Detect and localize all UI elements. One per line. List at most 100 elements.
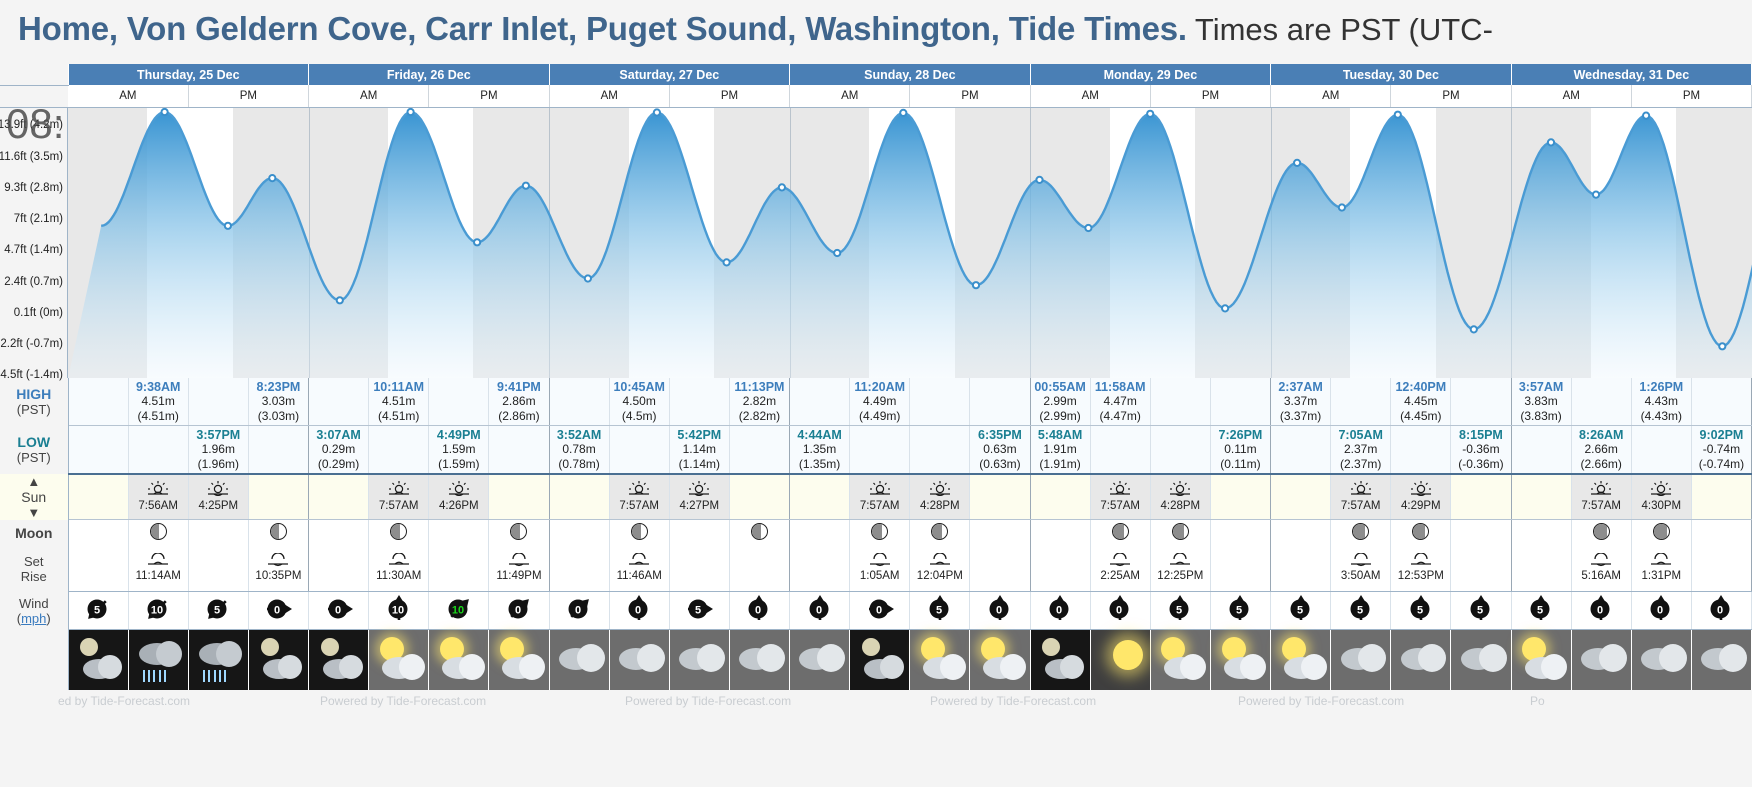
wind-cell[interactable]: 5 [68, 591, 129, 630]
weather-cell[interactable] [1150, 629, 1211, 690]
wind-cell[interactable]: 0 [1030, 591, 1091, 630]
wind-cell[interactable]: 0 [488, 591, 550, 630]
tide-extreme-marker[interactable] [1146, 109, 1155, 118]
weather-cell[interactable] [849, 629, 911, 690]
tide-extreme-marker[interactable] [1591, 190, 1601, 199]
weather-cell[interactable] [248, 629, 310, 690]
weather-cell[interactable] [789, 629, 851, 690]
tide-extreme-marker[interactable] [652, 107, 662, 117]
tide-extreme-marker[interactable] [899, 108, 908, 117]
tide-extreme-marker[interactable] [1546, 137, 1556, 147]
weather-cell[interactable] [1210, 629, 1272, 690]
weather-cell[interactable] [428, 629, 490, 690]
tide-extreme-marker[interactable] [1469, 324, 1478, 333]
wind-cell[interactable]: 10 [368, 591, 430, 630]
weather-cell[interactable] [1511, 629, 1572, 690]
weather-cell[interactable] [549, 629, 610, 690]
chart-plot-area[interactable] [68, 107, 1752, 378]
day-header[interactable]: Saturday, 27 Dec [548, 64, 791, 85]
day-header[interactable]: Wednesday, 31 Dec [1510, 64, 1752, 85]
sun-cell [308, 473, 370, 520]
weather-cell[interactable] [969, 629, 1031, 690]
wind-cell[interactable]: 0 [1691, 591, 1752, 630]
tide-extreme-marker[interactable] [473, 237, 482, 246]
high-tide-cell [669, 377, 730, 426]
tide-extreme-marker[interactable] [1642, 111, 1651, 120]
weather-cell[interactable] [1691, 629, 1752, 690]
tide-extreme-marker[interactable] [971, 280, 981, 289]
tide-curve-line [101, 110, 1752, 348]
tide-extreme-marker[interactable] [160, 107, 169, 116]
weather-cell[interactable] [188, 629, 249, 690]
weather-cell[interactable] [1330, 629, 1392, 690]
sunrise-icon [388, 481, 409, 496]
wind-cell[interactable]: 5 [1210, 591, 1272, 630]
tide-extreme-marker[interactable] [335, 295, 344, 304]
wind-cell[interactable]: 0 [609, 591, 670, 630]
tide-extreme-marker[interactable] [1221, 303, 1230, 312]
day-header[interactable]: Sunday, 28 Dec [789, 64, 1031, 85]
weather-cell[interactable] [128, 629, 189, 690]
tide-extreme-marker[interactable] [521, 181, 530, 190]
wind-cell[interactable]: 5 [1270, 591, 1332, 630]
moon-phase-icon [510, 522, 528, 540]
weather-cell[interactable] [368, 629, 430, 690]
tide-extreme-marker[interactable] [1718, 341, 1727, 350]
wind-unit-link[interactable]: mph [21, 610, 47, 626]
wind-cell[interactable]: 10 [428, 591, 490, 630]
sun-cell: 7:57AM [1090, 473, 1151, 520]
wind-cell[interactable]: 5 [1150, 591, 1211, 630]
tide-extreme-marker[interactable] [1293, 158, 1302, 167]
weather-cell[interactable] [1631, 629, 1692, 690]
tide-extreme-marker[interactable] [1084, 223, 1093, 232]
day-header[interactable]: Thursday, 25 Dec [67, 64, 310, 85]
day-header[interactable]: Monday, 29 Dec [1029, 64, 1272, 85]
tide-extreme-marker[interactable] [777, 182, 787, 192]
weather-cell[interactable] [308, 629, 370, 690]
weather-cell[interactable] [1030, 629, 1091, 690]
tide-extreme-marker[interactable] [1035, 175, 1044, 184]
wind-cell[interactable]: 5 [1450, 591, 1512, 630]
tide-extreme-marker[interactable] [1393, 110, 1402, 119]
day-header[interactable]: Tuesday, 30 Dec [1270, 64, 1512, 85]
wind-cell[interactable]: 5 [188, 591, 249, 630]
tide-extreme-marker[interactable] [833, 248, 842, 257]
weather-cell[interactable] [729, 629, 791, 690]
weather-cell[interactable] [1571, 629, 1632, 690]
wind-cell[interactable]: 0 [248, 591, 310, 630]
wind-cell[interactable]: 0 [729, 591, 791, 630]
tide-extreme-marker[interactable] [406, 107, 415, 116]
moon-setrise-time: 1:31PM [1641, 570, 1682, 583]
wind-cell[interactable]: 0 [1571, 591, 1632, 630]
tide-extreme-marker[interactable] [722, 257, 731, 266]
tide-extreme-marker[interactable] [223, 221, 232, 230]
weather-cell[interactable] [68, 629, 129, 690]
wind-cell[interactable]: 5 [909, 591, 971, 630]
weather-cell[interactable] [1390, 629, 1452, 690]
wind-cell[interactable]: 0 [308, 591, 370, 630]
wind-cell[interactable]: 0 [849, 591, 911, 630]
wind-cell[interactable]: 5 [669, 591, 730, 630]
weather-cell[interactable] [909, 629, 971, 690]
wind-cell[interactable]: 0 [549, 591, 610, 630]
wind-cell[interactable]: 10 [128, 591, 189, 630]
svg-text:0: 0 [876, 604, 882, 616]
wind-cell[interactable]: 0 [969, 591, 1031, 630]
wind-cell[interactable]: 5 [1390, 591, 1452, 630]
wind-cell[interactable]: 5 [1330, 591, 1392, 630]
setrise-row: Set Rise 11:14AM 10:35PM 11:30AM 11:49PM 11:46… [0, 545, 1752, 592]
tide-extreme-marker[interactable] [583, 273, 593, 283]
weather-cell[interactable] [488, 629, 550, 690]
tide-extreme-marker[interactable] [268, 173, 277, 182]
wind-cell[interactable]: 0 [1090, 591, 1151, 630]
day-header[interactable]: Friday, 26 Dec [308, 64, 550, 85]
weather-cell[interactable] [1270, 629, 1332, 690]
wind-cell[interactable]: 5 [1511, 591, 1572, 630]
weather-cell[interactable] [1090, 629, 1151, 690]
wind-cell[interactable]: 0 [1631, 591, 1692, 630]
weather-cell[interactable] [609, 629, 670, 690]
weather-cell[interactable] [669, 629, 730, 690]
weather-cell[interactable] [1450, 629, 1512, 690]
tide-extreme-marker[interactable] [1337, 202, 1347, 212]
wind-cell[interactable]: 0 [789, 591, 851, 630]
